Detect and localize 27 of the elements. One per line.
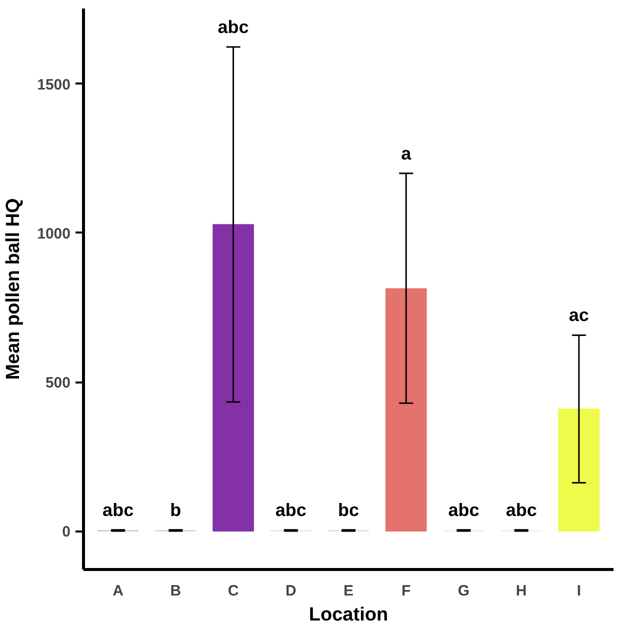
y-tick-label: 0 xyxy=(62,524,70,541)
y-tick-label: 1500 xyxy=(37,76,71,94)
x-tick-label: G xyxy=(458,582,470,600)
y-tick-label: 500 xyxy=(45,374,71,392)
annotation: abc xyxy=(275,500,306,520)
annotation: abc xyxy=(102,500,134,520)
annotation: abc xyxy=(448,500,480,520)
x-tick-label: F xyxy=(402,582,411,600)
x-tick-label: H xyxy=(516,582,527,600)
x-axis-title: Location xyxy=(308,604,388,626)
bar xyxy=(385,288,427,532)
annotation: abc xyxy=(218,16,249,37)
y-tick-label: 1000 xyxy=(37,225,71,242)
bar xyxy=(212,224,254,532)
annotation: abc xyxy=(506,500,537,520)
annotation: ac xyxy=(568,305,589,326)
y-axis-title: Mean pollen ball HQ xyxy=(3,198,24,380)
annotation: b xyxy=(170,500,182,520)
bar xyxy=(558,408,600,532)
x-tick-label: I xyxy=(576,582,582,600)
annotation: a xyxy=(401,143,412,164)
x-tick-label: A xyxy=(112,582,124,600)
annotation: bc xyxy=(338,500,360,520)
x-tick-label: B xyxy=(170,582,182,600)
x-tick-label: D xyxy=(285,582,296,600)
x-tick-label: C xyxy=(228,582,239,600)
x-tick-label: E xyxy=(344,582,354,600)
